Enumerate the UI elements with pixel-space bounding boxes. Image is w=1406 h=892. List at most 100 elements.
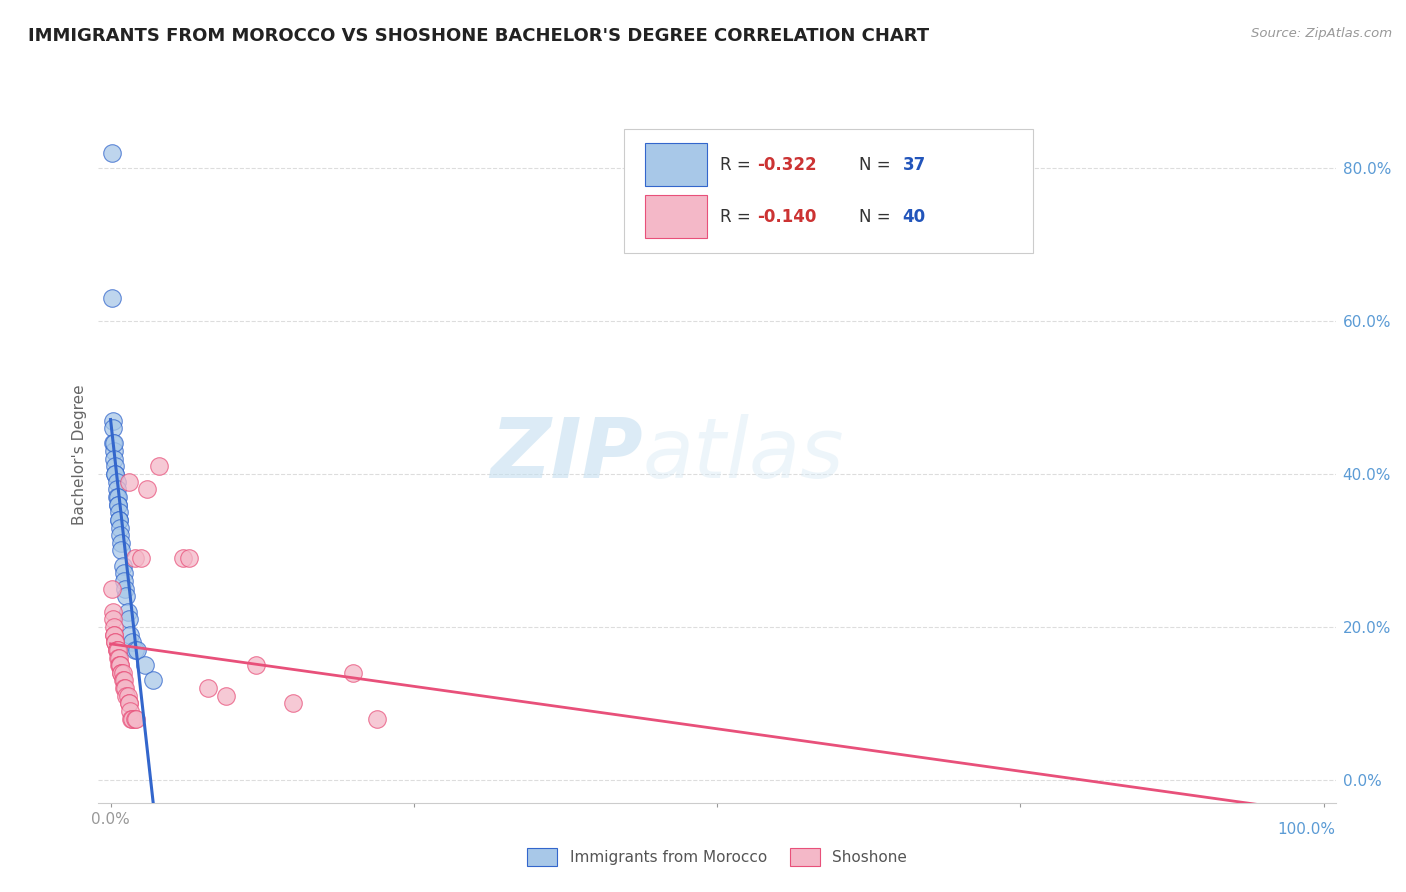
Point <box>105 643 128 657</box>
FancyBboxPatch shape <box>645 195 707 238</box>
Point <box>103 620 125 634</box>
Point <box>103 444 125 458</box>
Point <box>121 635 143 649</box>
Point <box>105 490 128 504</box>
Point <box>110 520 132 534</box>
Point <box>108 650 131 665</box>
Point <box>101 436 124 450</box>
Text: IMMIGRANTS FROM MOROCCO VS SHOSHONE BACHELOR'S DEGREE CORRELATION CHART: IMMIGRANTS FROM MOROCCO VS SHOSHONE BACH… <box>28 27 929 45</box>
Point <box>110 665 132 680</box>
Point <box>118 627 141 641</box>
Point <box>104 635 127 649</box>
FancyBboxPatch shape <box>624 129 1032 253</box>
Point <box>118 475 141 489</box>
Point <box>110 658 132 673</box>
Text: R =: R = <box>720 156 755 174</box>
Point <box>104 467 127 481</box>
Point <box>117 605 139 619</box>
Text: Source: ZipAtlas.com: Source: ZipAtlas.com <box>1251 27 1392 40</box>
Point <box>197 681 219 695</box>
Point <box>112 673 135 688</box>
Point <box>134 658 156 673</box>
Point <box>112 681 135 695</box>
Point <box>112 574 135 588</box>
Point <box>117 689 139 703</box>
Point <box>110 665 132 680</box>
Point <box>101 612 124 626</box>
Point <box>366 712 388 726</box>
Point <box>124 551 146 566</box>
Point <box>108 513 131 527</box>
Point <box>110 658 132 673</box>
Point <box>111 673 134 688</box>
Point <box>101 605 124 619</box>
Point <box>136 483 159 497</box>
Point <box>105 475 128 489</box>
Text: N =: N = <box>859 156 896 174</box>
Point <box>111 665 134 680</box>
Point <box>281 697 304 711</box>
Point <box>104 635 127 649</box>
Point <box>100 145 122 160</box>
Text: atlas: atlas <box>643 415 845 495</box>
Text: R =: R = <box>720 208 755 226</box>
Text: 37: 37 <box>903 156 927 174</box>
Point <box>179 551 201 566</box>
Point <box>105 483 128 497</box>
Point <box>114 582 136 596</box>
Point <box>108 513 131 527</box>
Point <box>245 658 267 673</box>
Point <box>125 712 148 726</box>
Point <box>107 498 129 512</box>
Point <box>107 643 129 657</box>
Point <box>103 627 125 641</box>
Point <box>108 658 131 673</box>
Text: N =: N = <box>859 208 896 226</box>
Text: 100.0%: 100.0% <box>1278 822 1336 837</box>
Y-axis label: Bachelor's Degree: Bachelor's Degree <box>72 384 87 525</box>
Point <box>172 551 194 566</box>
Text: -0.140: -0.140 <box>756 208 815 226</box>
Point <box>110 543 132 558</box>
Point <box>120 712 142 726</box>
Point <box>127 643 149 657</box>
Point <box>100 582 122 596</box>
Point <box>105 643 128 657</box>
Point <box>148 459 170 474</box>
Point <box>121 712 143 726</box>
Text: 40: 40 <box>903 208 925 226</box>
FancyBboxPatch shape <box>645 144 707 186</box>
Point <box>104 459 127 474</box>
Point <box>101 413 124 427</box>
Text: ZIP: ZIP <box>491 415 643 495</box>
Legend: Immigrants from Morocco, Shoshone: Immigrants from Morocco, Shoshone <box>520 842 914 871</box>
Point <box>110 536 132 550</box>
Point <box>107 498 129 512</box>
Point <box>101 421 124 435</box>
Point <box>104 467 127 481</box>
Point <box>108 505 131 519</box>
Text: -0.322: -0.322 <box>756 156 817 174</box>
Point <box>107 490 129 504</box>
Point <box>100 291 122 305</box>
Point <box>103 436 125 450</box>
Point <box>142 673 165 688</box>
Point <box>115 689 138 703</box>
Point <box>342 665 364 680</box>
Point <box>112 566 135 581</box>
Point <box>114 681 136 695</box>
Point <box>107 650 129 665</box>
Point <box>124 643 146 657</box>
Point <box>103 627 125 641</box>
Point <box>118 697 141 711</box>
Point <box>118 704 141 718</box>
Point <box>110 528 132 542</box>
Point <box>215 689 238 703</box>
Point <box>118 612 141 626</box>
Point <box>103 451 125 466</box>
Point <box>129 551 152 566</box>
Point <box>124 712 146 726</box>
Point <box>111 558 134 573</box>
Point <box>115 590 138 604</box>
Point <box>118 697 141 711</box>
